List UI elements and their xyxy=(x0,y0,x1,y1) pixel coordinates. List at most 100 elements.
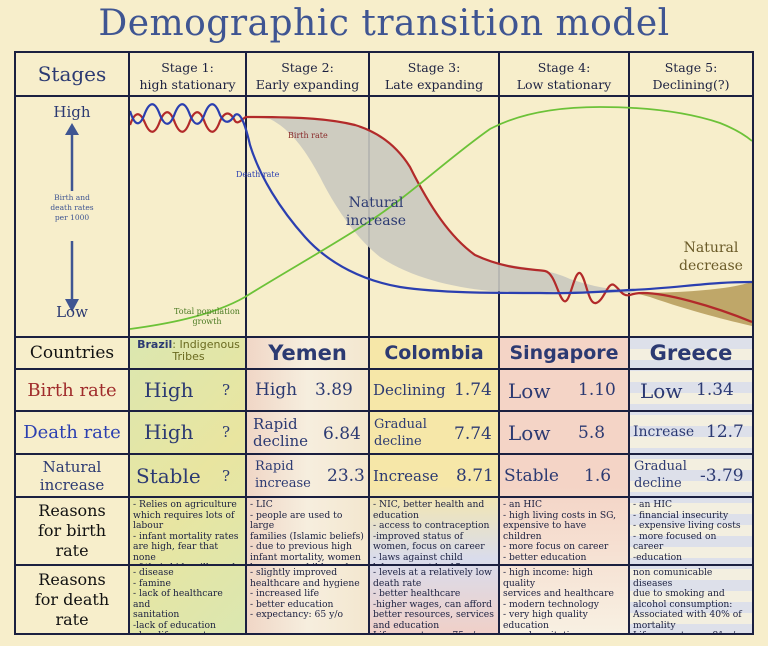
natural-decrease-area xyxy=(635,282,752,326)
stage-5-subtitle: Declining(?) xyxy=(652,77,730,92)
reason-line: Associated with 40% of xyxy=(633,609,742,620)
axis-arrow-icon xyxy=(65,123,79,312)
axis-high-label: High xyxy=(53,103,91,121)
birth-brazil: High ? xyxy=(130,370,245,410)
natural-colombia: Increase 8.71 xyxy=(370,455,498,496)
reason-line: bear more children due xyxy=(250,562,365,564)
reason-line: -higher wages, can afford xyxy=(373,598,492,610)
death-value: 6.84 xyxy=(323,424,361,444)
country-greece: Greece xyxy=(649,341,733,365)
natural-increase-area xyxy=(246,117,642,293)
reasons-death-singapore: - high income: high quality services and … xyxy=(500,566,628,633)
reason-line: mortality xyxy=(633,619,676,631)
reasons-birth-brazil: - Relies on agriculture which requires lo… xyxy=(130,498,245,564)
natural-increase-row-label: Natural increase xyxy=(16,455,128,496)
reason-line: services and healthcare xyxy=(503,588,614,599)
birth-singapore: Low 1.10 xyxy=(500,370,628,410)
birth-label: Low xyxy=(640,379,683,403)
stage-5-title: Stage 5: xyxy=(664,60,718,75)
reason-line: - an HIC xyxy=(503,499,543,510)
country-brazil: Brazil: Indigenous Tribes xyxy=(132,339,245,368)
natural-greece: Gradual decline -3.79 xyxy=(630,455,752,496)
reason-line: better resources, services xyxy=(373,609,494,620)
reasons-birth-row-label: Reasons for birth rate xyxy=(16,498,128,564)
country-name: Brazil xyxy=(137,339,173,351)
grid-line xyxy=(628,336,630,633)
reason-line: infant mortality, women xyxy=(250,551,361,563)
stage-5-header: Stage 5: Declining(?) xyxy=(630,53,752,95)
population-growth-line xyxy=(130,106,752,330)
stage-1-subtitle: high stationary xyxy=(139,77,236,92)
birth-value: 3.89 xyxy=(315,380,353,400)
reason-line: and education xyxy=(373,619,440,631)
natural-increase-label: Natural increase xyxy=(336,194,416,230)
birth-colombia: Declining 1.74 xyxy=(370,370,498,410)
natural-brazil: Stable ? xyxy=(130,455,245,496)
reason-line: Life expectancy: 81 y/o xyxy=(633,630,749,633)
grid-line xyxy=(128,453,752,455)
row-label-line: rate xyxy=(55,541,89,560)
death-label: High xyxy=(144,420,194,444)
reasons-birth-colombia: - NIC, better health and education - acces… xyxy=(370,498,498,564)
reason-line: Life expectancy: 75 y/o xyxy=(373,630,495,633)
reason-line: - access to contraception xyxy=(373,520,490,531)
birth-value: ? xyxy=(222,381,231,399)
stage-4-header: Stage 4: Low stationary xyxy=(500,53,628,95)
reason-line: - high income: high quality xyxy=(503,567,593,589)
row-label-line: increase xyxy=(39,475,105,494)
birth-label: Declining xyxy=(373,381,446,399)
reasons-death-row-label: Reasons for death rate xyxy=(16,566,128,633)
axis-ylabel: Birth and death rates per 1000 xyxy=(16,193,128,223)
grid-line xyxy=(498,336,500,633)
death-greece: Increase 12.7 xyxy=(630,412,752,453)
reason-line: labour: must be 15+ xyxy=(373,562,495,564)
natural-label-2: increase xyxy=(255,476,311,491)
reason-line: - infant mortality rates xyxy=(133,530,239,542)
birth-yemen: High 3.89 xyxy=(247,370,368,410)
grid-line xyxy=(128,368,752,370)
reason-line: - people are used to large xyxy=(250,509,343,531)
natural-label-1: Rapid xyxy=(255,459,294,474)
grid-line xyxy=(128,410,752,412)
reason-line: - financial insecurity xyxy=(633,509,729,521)
death-yemen: Rapid decline 6.84 xyxy=(247,412,368,453)
reason-line: - lack of healthcare and xyxy=(133,588,223,610)
death-rate-label: Death rate xyxy=(236,170,280,179)
natural-decrease-line: decrease xyxy=(679,258,743,274)
row-label-line: rate xyxy=(55,609,89,629)
reason-line: - slightly improved xyxy=(250,567,338,578)
reason-line: which requires lots of xyxy=(133,509,235,521)
death-label-1: Gradual xyxy=(374,417,427,432)
reason-line: - very high quality xyxy=(503,609,588,620)
country-singapore: Singapore xyxy=(509,342,619,364)
reasons-death-greece: non comunicable diseases due to smoking a… xyxy=(630,566,752,633)
birth-label: Low xyxy=(508,379,551,403)
death-brazil: High ? xyxy=(130,412,245,453)
birth-value: 1.34 xyxy=(696,380,734,400)
reason-line: - an HIC xyxy=(633,499,673,510)
death-label: Increase xyxy=(633,424,695,440)
natural-value: ? xyxy=(222,467,231,485)
grid-line xyxy=(128,564,752,566)
birth-value: 1.74 xyxy=(454,380,492,400)
birth-label: High xyxy=(144,378,194,402)
natural-label-1: Gradual xyxy=(634,459,687,474)
axis-ylabel-line: Birth and xyxy=(54,193,90,202)
stage-3-subtitle: Late expanding xyxy=(384,77,484,92)
reason-line: - laws against child xyxy=(373,551,463,563)
natural-value: 23.3 xyxy=(327,466,365,486)
birth-value: 1.10 xyxy=(578,380,616,400)
reason-line: - better healthcare xyxy=(373,588,461,599)
birth-rate-row-label: Birth rate xyxy=(27,379,117,401)
birth-rate-label: Birth rate xyxy=(288,131,328,140)
reason-line: - better education xyxy=(250,598,334,610)
reason-line: education xyxy=(503,619,549,631)
reason-line: women, focus on career xyxy=(373,541,485,552)
reason-line: - Relies on agriculture xyxy=(133,499,237,510)
reason-line: -improved status of xyxy=(373,530,464,542)
death-value: 7.74 xyxy=(454,424,492,444)
natural-value: 8.71 xyxy=(456,466,494,486)
reason-line: sanitation xyxy=(133,609,180,620)
reason-line: expensive to have children xyxy=(503,520,587,542)
death-singapore: Low 5.8 xyxy=(500,412,628,453)
